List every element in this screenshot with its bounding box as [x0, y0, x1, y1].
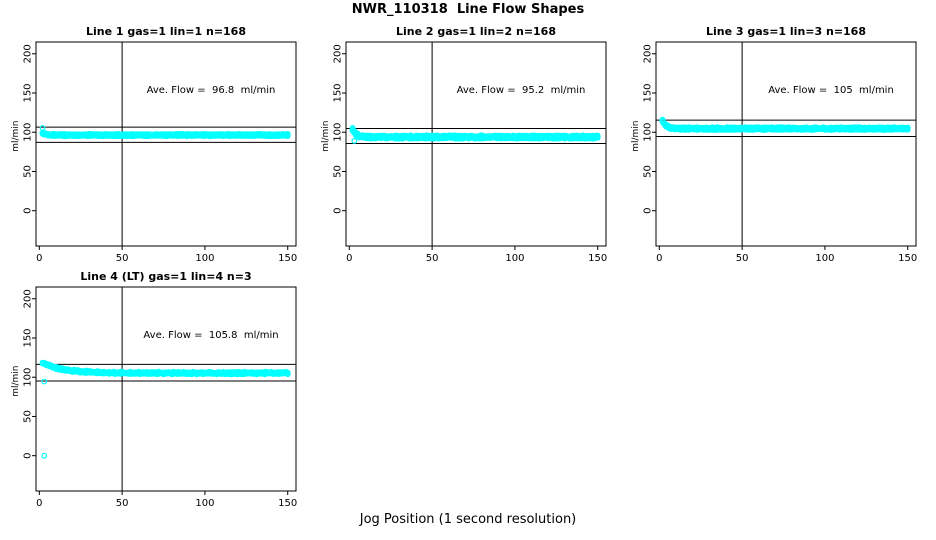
- svg-text:50: 50: [736, 253, 749, 264]
- ave-flow-label-line-2: Ave. Flow = 95.2 ml/min: [456, 85, 586, 96]
- svg-text:150: 150: [278, 498, 297, 509]
- svg-text:0: 0: [23, 208, 34, 214]
- svg-text:200: 200: [23, 289, 34, 308]
- svg-text:100: 100: [643, 123, 654, 142]
- svg-text:100: 100: [195, 498, 214, 509]
- y-axis-unit-label: ml/min: [321, 121, 331, 152]
- svg-text:150: 150: [278, 253, 297, 264]
- panel-title-line-3: Line 3 gas=1 lin=3 n=168: [705, 25, 866, 38]
- svg-text:150: 150: [643, 83, 654, 102]
- svg-text:100: 100: [333, 123, 344, 142]
- scatter-points: [39, 124, 291, 140]
- svg-text:0: 0: [23, 453, 34, 459]
- svg-text:0: 0: [346, 253, 352, 264]
- svg-text:100: 100: [23, 368, 34, 387]
- svg-text:50: 50: [116, 253, 129, 264]
- svg-text:150: 150: [23, 328, 34, 347]
- svg-text:150: 150: [588, 253, 607, 264]
- panel-line-1: 0 50 100 150 200 0 50 100 150 ml/min Line 1 gas=1…: [6, 24, 316, 274]
- x-axis-label: Jog Position (1 second resolution): [359, 512, 577, 527]
- ave-flow-label-line-3: Ave. Flow = 105 ml/min: [768, 85, 894, 96]
- svg-text:0: 0: [333, 208, 344, 214]
- svg-text:0: 0: [643, 208, 654, 214]
- reference-lines: [656, 42, 916, 246]
- svg-text:200: 200: [643, 44, 654, 63]
- svg-text:0: 0: [656, 253, 662, 264]
- svg-text:0: 0: [36, 498, 42, 509]
- y-axis-unit-label: ml/min: [11, 366, 21, 397]
- panel-line-4: 0 50 100 150 200 0 50 100 150 ml/min Line 4 (LT) …: [6, 269, 316, 519]
- figure-title: NWR_110318 Line Flow Shapes: [351, 2, 585, 17]
- svg-text:50: 50: [643, 165, 654, 178]
- svg-text:100: 100: [505, 253, 524, 264]
- axes: 0 50 100 150 200 0 50 100 150 ml/min: [631, 41, 917, 264]
- reference-lines: [36, 42, 296, 246]
- svg-text:150: 150: [333, 83, 344, 102]
- svg-text:50: 50: [116, 498, 129, 509]
- svg-text:0: 0: [36, 253, 42, 264]
- plot-area-line-2: 0 50 100 150 200 0 50 100 150 ml/min: [321, 41, 607, 264]
- axes: 0 50 100 150 200 0 50 100 150 ml/min: [321, 41, 607, 264]
- svg-text:150: 150: [898, 253, 917, 264]
- panel-title-line-2: Line 2 gas=1 lin=2 n=168: [395, 25, 556, 38]
- svg-text:50: 50: [23, 410, 34, 423]
- svg-text:200: 200: [23, 44, 34, 63]
- scatter-points: [39, 359, 291, 459]
- svg-text:50: 50: [426, 253, 439, 264]
- scatter-points: [659, 116, 911, 133]
- plot-area-line-4: 0 50 100 150 200 0 50 100 150 ml/min: [11, 286, 297, 509]
- ave-flow-label-line-1: Ave. Flow = 96.8 ml/min: [146, 85, 276, 96]
- panel-line-3: 0 50 100 150 200 0 50 100 150 ml/min Line 3 gas=1…: [626, 24, 936, 274]
- scatter-points: [349, 124, 601, 144]
- svg-text:100: 100: [23, 123, 34, 142]
- reference-lines: [346, 42, 606, 246]
- panel-line-2: 0 50 100 150 200 0 50 100 150 ml/min Line 2 gas=1…: [316, 24, 626, 274]
- svg-text:100: 100: [195, 253, 214, 264]
- svg-text:100: 100: [815, 253, 834, 264]
- svg-text:150: 150: [23, 83, 34, 102]
- svg-text:50: 50: [23, 165, 34, 178]
- reference-lines: [36, 287, 296, 491]
- axes: 0 50 100 150 200 0 50 100 150 ml/min: [11, 286, 297, 509]
- plot-area-line-1: 0 50 100 150 200 0 50 100 150 ml/min: [11, 41, 297, 264]
- svg-text:200: 200: [333, 44, 344, 63]
- ave-flow-label-line-4: Ave. Flow = 105.8 ml/min: [143, 330, 279, 341]
- y-axis-unit-label: ml/min: [631, 121, 641, 152]
- axes: 0 50 100 150 200 0 50 100 150 ml/min: [11, 41, 297, 264]
- panel-title-line-4: Line 4 (LT) gas=1 lin=4 n=3: [80, 270, 252, 283]
- plot-area-line-3: 0 50 100 150 200 0 50 100 150 ml/min: [631, 41, 917, 264]
- y-axis-unit-label: ml/min: [11, 121, 21, 152]
- svg-text:50: 50: [333, 165, 344, 178]
- panel-title-line-1: Line 1 gas=1 lin=1 n=168: [85, 25, 246, 38]
